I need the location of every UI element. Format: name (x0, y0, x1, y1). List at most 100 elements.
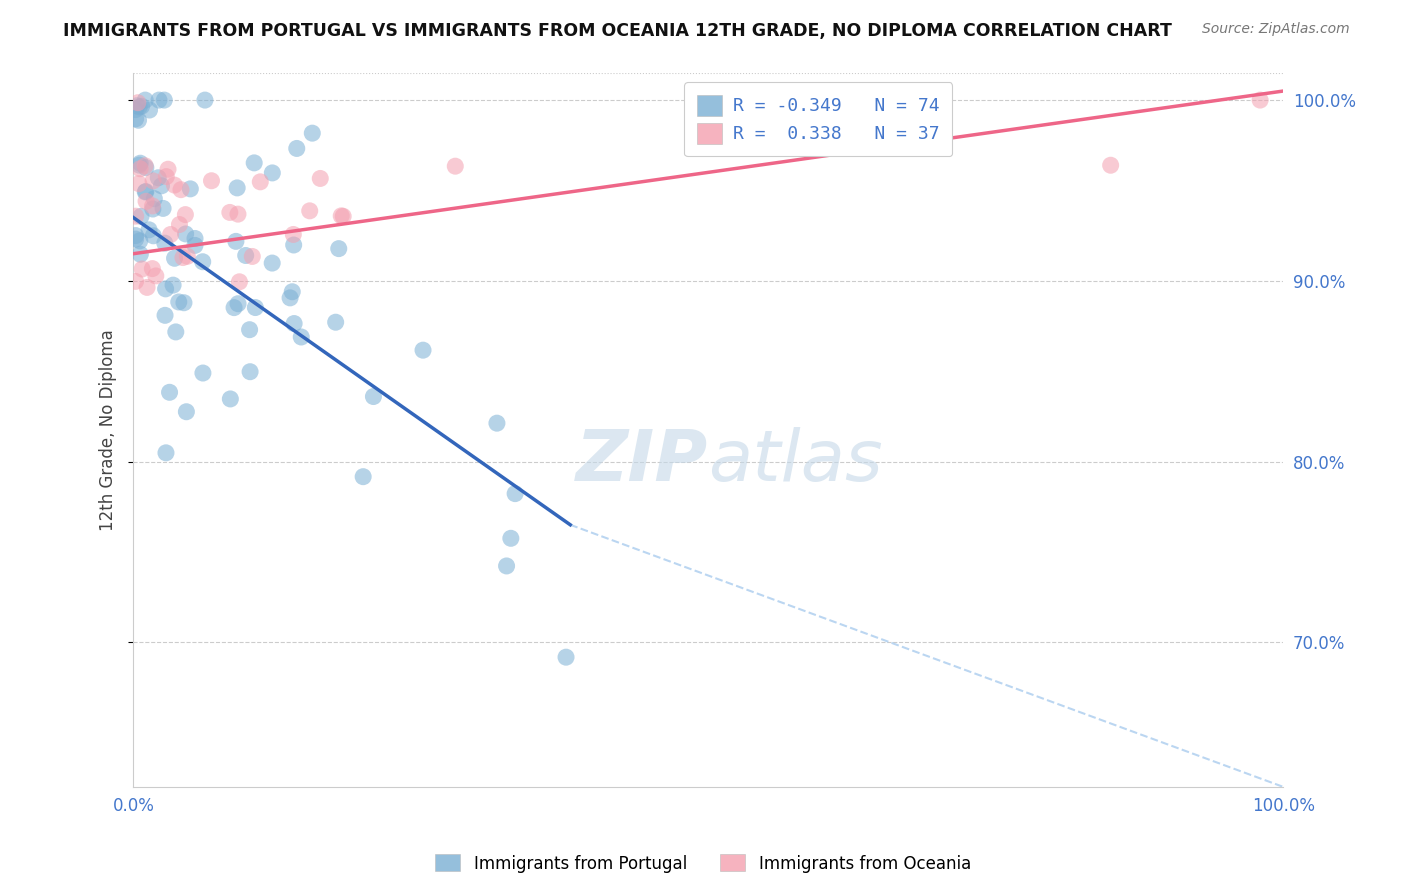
Point (173, 295, 195, 310)
Point (298, 203, 321, 218)
Point (159, 227, 181, 242)
Point (163, 178, 186, 192)
Text: IMMIGRANTS FROM PORTUGAL VS IMMIGRANTS FROM OCEANIA 12TH GRADE, NO DIPLOMA CORRE: IMMIGRANTS FROM PORTUGAL VS IMMIGRANTS F… (63, 22, 1173, 40)
Point (194, 93, 217, 107)
Point (155, 282, 177, 296)
Point (165, 325, 187, 339)
Point (135, 194, 157, 209)
Point (283, 238, 305, 252)
Point (243, 156, 266, 170)
Point (135, 161, 157, 175)
Point (163, 252, 186, 266)
Point (134, 93, 156, 107)
Point (169, 218, 191, 232)
Point (1249, 93, 1271, 107)
Point (131, 262, 153, 277)
Point (332, 209, 354, 223)
Point (262, 166, 284, 180)
Point (239, 323, 262, 337)
Point (128, 177, 150, 191)
Point (159, 385, 181, 400)
Point (174, 208, 197, 222)
Point (153, 309, 176, 323)
Point (285, 141, 308, 155)
Point (129, 161, 152, 176)
Point (240, 249, 263, 263)
Point (136, 280, 159, 294)
Point (485, 416, 508, 430)
Point (138, 223, 160, 237)
Point (222, 301, 245, 315)
Point (172, 251, 194, 265)
Point (262, 256, 284, 270)
Point (125, 99, 148, 113)
Point (170, 183, 193, 197)
Point (129, 210, 152, 224)
Point (239, 365, 262, 379)
Point (124, 274, 146, 288)
Point (225, 235, 247, 249)
Point (135, 185, 157, 199)
Point (155, 446, 177, 460)
Point (495, 558, 517, 573)
Point (309, 171, 332, 186)
Point (245, 301, 267, 315)
Text: ZIP: ZIP (576, 427, 709, 496)
Point (1099, 158, 1122, 172)
Point (142, 174, 165, 188)
Point (162, 278, 184, 293)
Point (167, 295, 190, 310)
Point (141, 261, 163, 276)
Point (228, 275, 250, 289)
Point (503, 486, 526, 500)
Legend: R = -0.349   N = 74, R =  0.338   N = 37: R = -0.349 N = 74, R = 0.338 N = 37 (685, 82, 952, 156)
Point (330, 209, 353, 223)
Point (176, 405, 198, 419)
Point (235, 248, 257, 262)
Point (352, 469, 374, 483)
Point (128, 100, 150, 114)
Point (128, 234, 150, 248)
Point (301, 126, 323, 140)
Point (555, 650, 578, 665)
Point (191, 366, 214, 380)
Point (278, 291, 301, 305)
Point (124, 209, 146, 223)
Point (283, 317, 305, 331)
Point (148, 170, 170, 185)
Point (219, 392, 242, 406)
Point (129, 156, 152, 170)
Point (174, 227, 197, 241)
Legend: Immigrants from Portugal, Immigrants from Oceania: Immigrants from Portugal, Immigrants fro… (429, 847, 977, 880)
Point (142, 228, 165, 243)
Point (124, 103, 146, 117)
Text: Source: ZipAtlas.com: Source: ZipAtlas.com (1202, 22, 1350, 37)
Point (131, 99, 153, 113)
Point (124, 232, 146, 246)
Point (191, 254, 214, 268)
Point (153, 93, 176, 107)
Point (143, 192, 166, 206)
Point (155, 169, 177, 184)
Point (127, 95, 149, 110)
Point (134, 159, 156, 173)
Point (226, 207, 249, 221)
Point (148, 93, 170, 107)
Point (363, 390, 385, 404)
Point (141, 199, 163, 213)
Point (283, 227, 305, 242)
Point (128, 113, 150, 128)
Point (142, 202, 165, 216)
Point (697, 127, 720, 141)
Point (290, 330, 312, 344)
Point (226, 181, 249, 195)
Point (150, 178, 173, 193)
Point (152, 202, 174, 216)
Point (249, 175, 271, 189)
Y-axis label: 12th Grade, No Diploma: 12th Grade, No Diploma (100, 329, 117, 531)
Point (184, 231, 207, 245)
Point (129, 247, 152, 261)
Point (218, 205, 240, 219)
Point (124, 112, 146, 126)
Point (226, 296, 249, 310)
